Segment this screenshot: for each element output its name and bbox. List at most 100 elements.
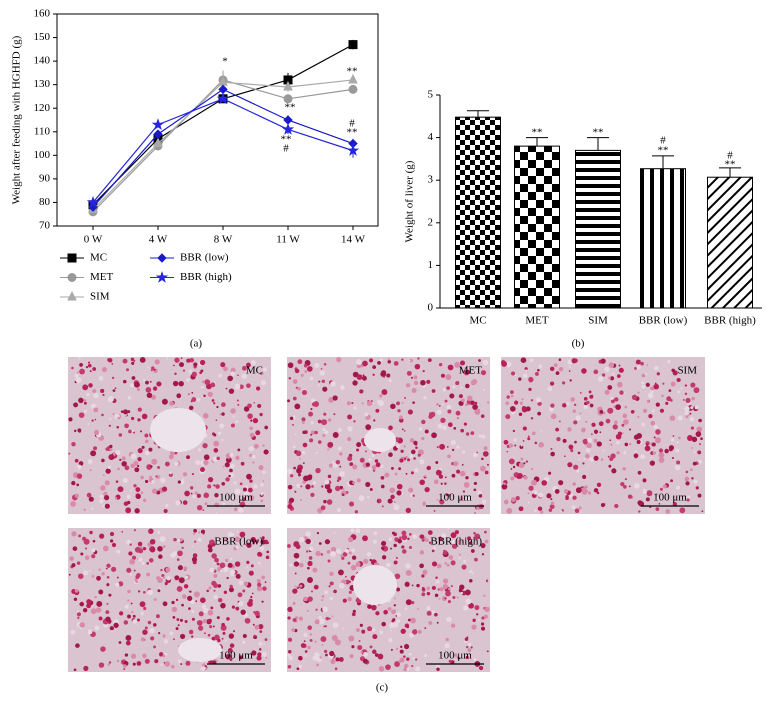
stain-dot	[289, 563, 293, 567]
stain-dot	[619, 390, 624, 395]
x-tick-label: MC	[469, 315, 486, 327]
stain-dot	[330, 658, 336, 665]
stain-dot	[234, 561, 241, 567]
stain-dot	[650, 420, 656, 426]
stain-dot	[144, 658, 150, 664]
stain-dot	[93, 407, 99, 413]
marker	[216, 92, 230, 105]
stain-dot	[563, 489, 569, 494]
stain-dot	[398, 660, 402, 663]
stain-dot	[412, 629, 418, 635]
stain-dot	[129, 489, 132, 492]
stain-dot	[150, 465, 153, 468]
stain-dot	[378, 499, 382, 503]
stain-dot	[133, 460, 139, 466]
stain-dot	[150, 636, 155, 641]
stain-dot	[473, 488, 477, 492]
stain-dot	[549, 366, 555, 372]
stain-dot	[196, 620, 203, 626]
stain-dot	[303, 596, 308, 602]
stain-dot	[321, 485, 324, 488]
stain-dot	[229, 569, 236, 575]
stain-dot	[356, 442, 362, 448]
stain-dot	[78, 412, 85, 418]
stain-dot	[424, 429, 429, 434]
stain-dot	[299, 457, 302, 460]
stain-dot	[652, 451, 656, 455]
bar	[640, 168, 686, 309]
stain-dot	[617, 431, 623, 436]
stain-dot	[568, 370, 571, 372]
stain-dot	[369, 467, 372, 471]
stain-dot	[577, 458, 580, 461]
stain-dot	[600, 458, 604, 461]
stain-dot	[614, 503, 619, 509]
stain-dot	[71, 480, 76, 486]
stain-dot	[600, 358, 606, 364]
stain-dot	[440, 482, 443, 485]
stain-dot	[264, 638, 268, 641]
stain-dot	[398, 536, 402, 540]
stain-dot	[404, 607, 408, 610]
stain-dot	[484, 539, 489, 544]
stain-dot	[501, 361, 507, 367]
micrograph-label: BBR (low)	[214, 536, 263, 548]
stain-dot	[483, 389, 485, 391]
micrograph-label: BBR (high)	[430, 536, 482, 548]
stain-dot	[359, 494, 363, 498]
scale-label: 100 μm	[438, 650, 472, 662]
stain-dot	[548, 471, 552, 475]
stain-dot	[462, 605, 468, 611]
stain-dot	[394, 597, 396, 600]
stain-dot	[426, 586, 430, 591]
stain-dot	[460, 428, 465, 433]
stain-dot	[250, 595, 253, 599]
stain-dot	[587, 491, 592, 495]
stain-dot	[74, 373, 79, 378]
stain-dot	[247, 601, 253, 607]
stain-dot	[133, 484, 137, 488]
stain-dot	[573, 420, 578, 425]
stain-dot	[426, 606, 431, 611]
stain-dot	[372, 365, 377, 370]
stain-dot	[658, 452, 665, 458]
stain-dot	[653, 436, 656, 439]
plot-frame	[56, 13, 379, 227]
stain-dot	[137, 448, 143, 454]
stain-dot	[237, 592, 243, 598]
stain-dot	[645, 382, 650, 387]
stain-dot	[106, 563, 111, 568]
stain-dot	[461, 541, 464, 544]
stain-dot	[76, 561, 81, 565]
stain-dot	[308, 411, 314, 417]
stain-dot	[676, 377, 681, 383]
stain-dot	[227, 531, 234, 538]
stain-dot	[294, 572, 297, 575]
stain-dot	[323, 363, 327, 366]
stain-dot	[78, 534, 82, 538]
stain-dot	[589, 457, 594, 462]
stain-dot	[387, 498, 393, 504]
stain-dot	[653, 424, 658, 430]
stain-dot	[253, 634, 256, 637]
stain-dot	[137, 541, 143, 547]
stain-dot	[130, 416, 135, 421]
stain-dot	[200, 467, 205, 473]
stain-dot	[299, 584, 303, 588]
stain-dot	[216, 562, 220, 566]
stain-dot	[484, 470, 489, 475]
stain-dot	[206, 589, 209, 593]
stain-dot	[668, 389, 672, 393]
stain-dot	[393, 609, 396, 612]
stain-dot	[149, 546, 156, 553]
stain-dot	[581, 368, 587, 374]
stain-dot	[426, 591, 431, 596]
stain-dot	[356, 374, 363, 380]
stain-dot	[77, 616, 80, 619]
stain-dot	[174, 461, 179, 466]
stain-dot	[351, 645, 355, 649]
stain-dot	[518, 506, 524, 512]
stain-dot	[287, 664, 292, 669]
stain-dot	[107, 465, 111, 470]
